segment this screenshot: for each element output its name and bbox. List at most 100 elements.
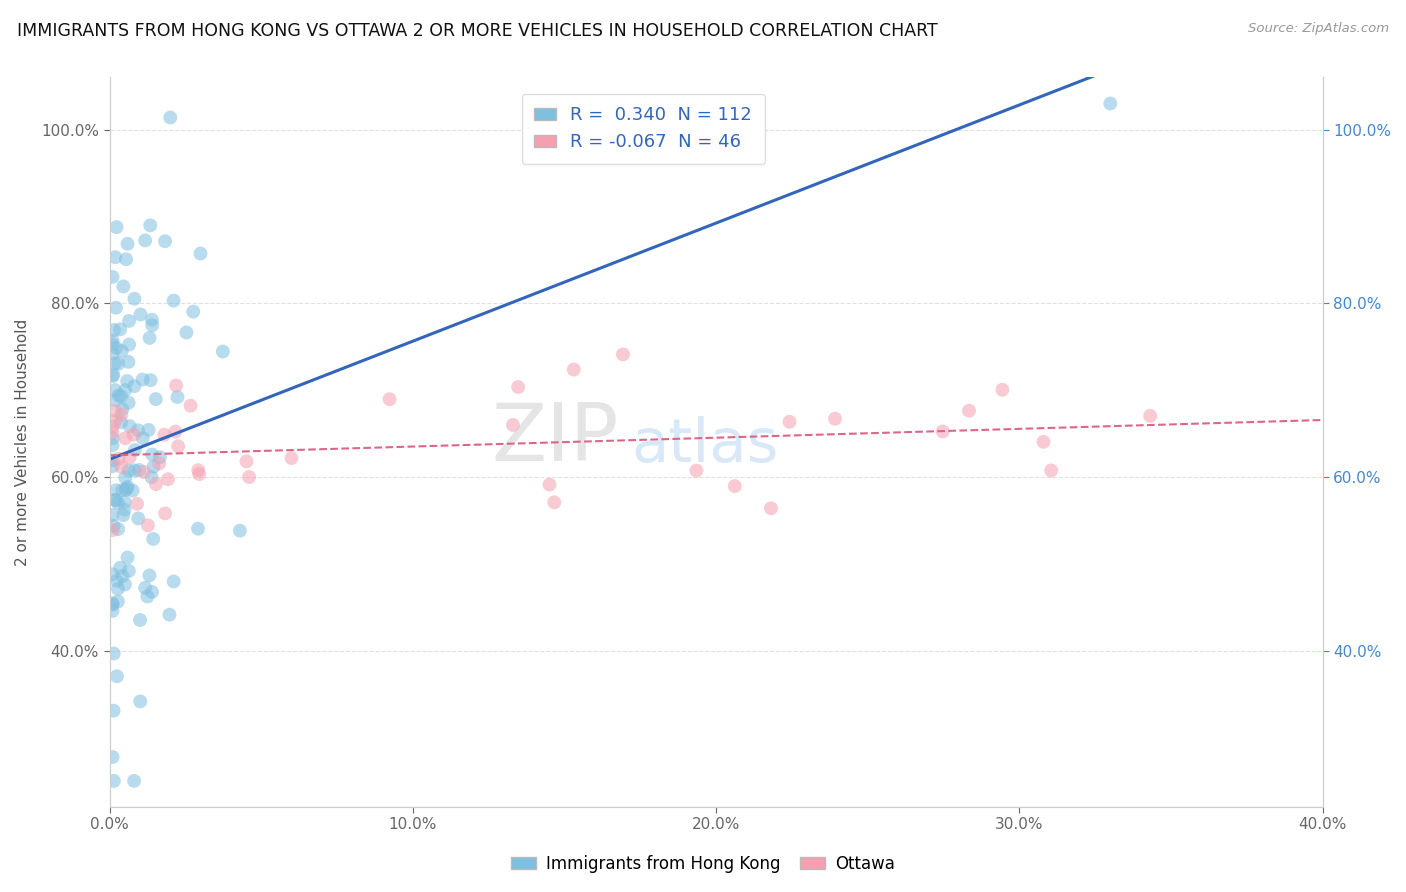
Point [108,561,131,575]
Point [118,419,141,434]
Point [101,750,124,764]
Point [101,596,124,610]
Point [101,598,124,612]
Point [104,413,127,427]
Point [101,523,124,537]
Point [1139,409,1161,423]
Point [101,604,124,618]
Point [121,483,143,498]
Point [104,493,127,508]
Point [538,477,561,491]
Point [107,582,129,596]
Point [103,647,125,661]
Point [685,464,707,478]
Point [124,292,146,306]
Point [114,502,136,516]
Point [114,431,136,445]
Point [114,495,136,509]
Point [166,390,188,404]
Point [101,425,124,440]
Point [141,312,163,326]
Point [107,451,129,466]
Point [115,252,138,267]
Point [759,501,782,516]
Point [105,301,128,315]
Point [114,470,136,484]
Point [142,532,165,546]
Point [138,423,160,437]
Point [724,479,747,493]
Point [153,234,176,248]
Point [167,439,190,453]
Point [181,304,204,318]
Point [280,451,302,466]
Point [190,246,212,260]
Point [114,483,136,497]
Point [110,460,132,475]
Point [141,447,163,461]
Point [115,374,138,388]
Point [159,111,181,125]
Point [105,574,128,588]
Point [101,459,124,474]
Point [145,392,167,406]
Point [114,577,136,591]
Point [103,518,125,533]
Point [107,522,129,536]
Point [378,392,401,407]
Point [124,443,146,458]
Point [104,393,127,408]
Point [101,337,124,351]
Point [107,388,129,402]
Point [508,380,530,394]
Point [101,431,124,445]
Point [149,450,172,465]
Point [229,524,252,538]
Point [124,463,146,477]
Point [101,567,124,582]
Text: IMMIGRANTS FROM HONG KONG VS OTTAWA 2 OR MORE VEHICLES IN HOUSEHOLD CORRELATION : IMMIGRANTS FROM HONG KONG VS OTTAWA 2 OR… [17,22,938,40]
Point [211,344,233,359]
Text: atlas: atlas [631,417,779,475]
Point [103,323,125,337]
Point [612,347,634,361]
Point [103,368,125,382]
Point [136,590,159,604]
Point [105,341,128,355]
Point [110,408,132,422]
Point [1099,96,1122,111]
Point [1032,434,1054,449]
Text: Source: ZipAtlas.com: Source: ZipAtlas.com [1249,22,1389,36]
Point [136,518,159,533]
Point [502,417,524,432]
Point [132,431,155,445]
Point [129,694,152,708]
Point [117,355,139,369]
Point [117,236,139,251]
Point [110,389,132,403]
Point [141,470,163,484]
Point [543,495,565,509]
Point [153,507,176,521]
Point [117,480,139,494]
Point [142,459,165,474]
Legend: R =  0.340  N = 112, R = -0.067  N = 46: R = 0.340 N = 112, R = -0.067 N = 46 [522,94,765,164]
Point [117,550,139,565]
Point [107,357,129,371]
Point [101,346,124,360]
Point [110,415,132,429]
Point [134,581,156,595]
Point [118,314,141,328]
Text: ZIP: ZIP [492,400,619,477]
Point [103,704,125,718]
Point [104,250,127,264]
Point [105,220,128,235]
Point [238,470,260,484]
Point [141,585,163,599]
Point [139,373,162,387]
Point [104,383,127,397]
Point [187,463,209,477]
Point [180,399,202,413]
Point [122,773,145,788]
Point [101,453,124,467]
